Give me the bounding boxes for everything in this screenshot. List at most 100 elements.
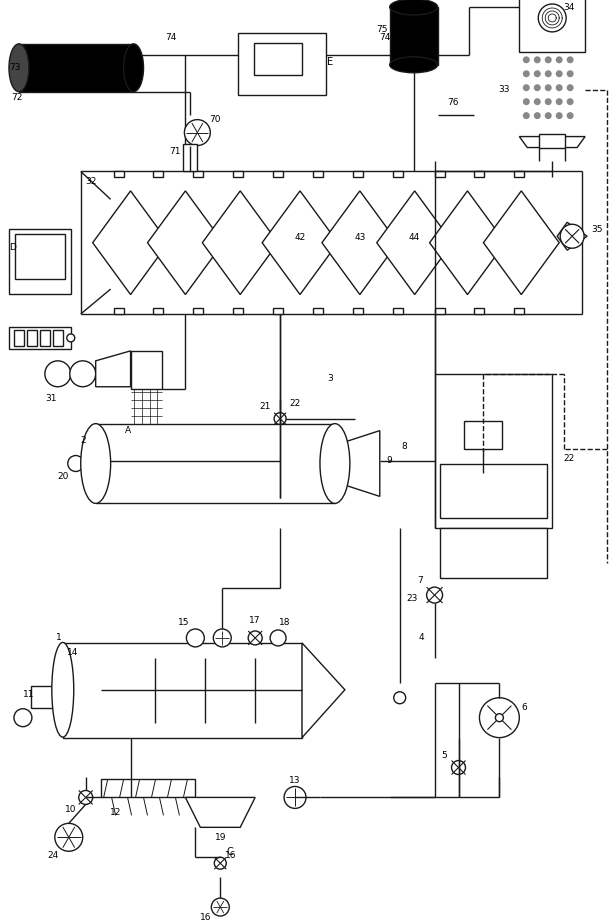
Circle shape xyxy=(567,84,573,91)
Text: 19: 19 xyxy=(214,833,226,842)
Circle shape xyxy=(545,56,552,64)
Polygon shape xyxy=(526,45,578,52)
Text: C: C xyxy=(227,847,233,857)
Text: 74: 74 xyxy=(164,33,176,42)
Text: 20: 20 xyxy=(57,472,68,481)
Text: 35: 35 xyxy=(591,225,603,234)
Bar xyxy=(63,643,302,738)
Bar xyxy=(100,779,195,798)
Circle shape xyxy=(545,70,552,77)
Circle shape xyxy=(567,56,573,64)
Bar xyxy=(390,7,437,65)
Bar xyxy=(184,144,197,171)
Bar xyxy=(14,330,24,346)
Ellipse shape xyxy=(81,423,111,503)
Circle shape xyxy=(187,629,205,647)
Circle shape xyxy=(45,361,71,386)
Text: 13: 13 xyxy=(290,776,301,785)
Text: 7: 7 xyxy=(417,575,423,585)
Bar xyxy=(353,171,363,177)
Circle shape xyxy=(55,823,83,851)
Polygon shape xyxy=(377,191,453,294)
Text: 11: 11 xyxy=(23,691,34,699)
Bar xyxy=(440,528,547,578)
Circle shape xyxy=(567,112,573,119)
Polygon shape xyxy=(429,191,505,294)
Text: 17: 17 xyxy=(249,617,261,625)
Bar xyxy=(238,33,326,95)
Bar xyxy=(9,230,71,294)
Text: 43: 43 xyxy=(354,233,365,242)
Circle shape xyxy=(214,857,226,869)
Circle shape xyxy=(523,112,530,119)
Circle shape xyxy=(70,361,95,386)
Text: 70: 70 xyxy=(209,115,221,124)
Text: 12: 12 xyxy=(110,808,121,817)
Ellipse shape xyxy=(52,643,74,737)
Circle shape xyxy=(213,629,231,647)
Polygon shape xyxy=(302,643,345,738)
Text: 5: 5 xyxy=(442,751,447,760)
Bar xyxy=(313,308,323,314)
Bar xyxy=(9,327,71,349)
Text: 21: 21 xyxy=(259,402,271,411)
Bar xyxy=(474,308,484,314)
Circle shape xyxy=(534,70,541,77)
Circle shape xyxy=(545,112,552,119)
Text: A: A xyxy=(124,426,131,435)
Polygon shape xyxy=(557,222,587,250)
Bar xyxy=(393,308,403,314)
Text: 31: 31 xyxy=(45,395,57,403)
Polygon shape xyxy=(322,191,398,294)
Circle shape xyxy=(556,112,562,119)
Text: 75: 75 xyxy=(376,26,387,34)
Polygon shape xyxy=(262,191,338,294)
Bar xyxy=(193,308,203,314)
Circle shape xyxy=(534,56,541,64)
Polygon shape xyxy=(147,191,223,294)
Text: 16: 16 xyxy=(200,913,211,922)
Text: 24: 24 xyxy=(47,851,59,859)
Bar xyxy=(353,308,363,314)
Ellipse shape xyxy=(124,44,144,91)
Text: 23: 23 xyxy=(406,594,418,603)
Circle shape xyxy=(523,84,530,91)
Bar xyxy=(113,308,124,314)
Ellipse shape xyxy=(320,423,350,503)
Text: 72: 72 xyxy=(11,93,22,102)
Text: 9: 9 xyxy=(387,456,392,465)
Bar xyxy=(273,308,283,314)
Text: D: D xyxy=(9,242,16,252)
Text: 76: 76 xyxy=(447,98,458,107)
Circle shape xyxy=(427,587,442,603)
Bar xyxy=(113,171,124,177)
Circle shape xyxy=(67,334,75,342)
Bar xyxy=(95,423,335,503)
Polygon shape xyxy=(519,136,585,148)
Bar xyxy=(153,171,163,177)
Text: 73: 73 xyxy=(9,64,20,72)
Circle shape xyxy=(556,84,562,91)
Text: 16: 16 xyxy=(224,851,236,859)
Text: 1: 1 xyxy=(56,633,62,643)
Circle shape xyxy=(284,786,306,809)
Bar xyxy=(435,171,445,177)
Circle shape xyxy=(184,120,210,146)
Bar xyxy=(514,171,524,177)
Text: 74: 74 xyxy=(379,33,391,42)
Circle shape xyxy=(211,898,229,916)
Text: 33: 33 xyxy=(498,85,510,94)
Circle shape xyxy=(567,98,573,105)
Circle shape xyxy=(523,98,530,105)
Polygon shape xyxy=(185,798,255,827)
Circle shape xyxy=(560,224,584,248)
Circle shape xyxy=(452,761,466,774)
Text: 3: 3 xyxy=(327,374,333,384)
Bar xyxy=(193,171,203,177)
Bar xyxy=(464,420,503,449)
Text: 6: 6 xyxy=(521,703,527,712)
Text: 42: 42 xyxy=(294,233,306,242)
Bar xyxy=(313,171,323,177)
Text: 14: 14 xyxy=(67,648,78,657)
Text: 18: 18 xyxy=(279,619,291,628)
